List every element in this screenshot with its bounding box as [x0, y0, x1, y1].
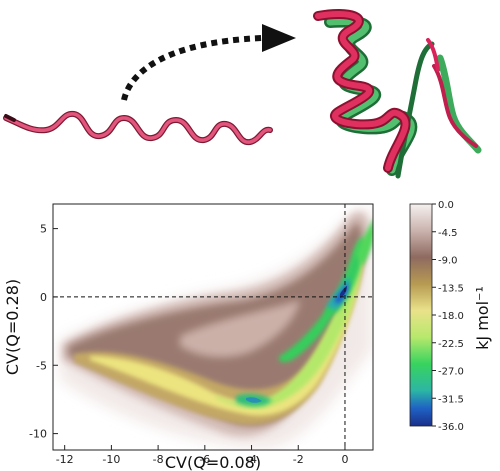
- colorbar-tick-label: -18.0: [438, 311, 464, 322]
- y-tick-label: 0: [40, 291, 47, 304]
- colorbar-tick-label: -36.0: [438, 422, 464, 433]
- x-tick-label: -12: [56, 453, 74, 466]
- colorbar-label: kJ mol⁻¹: [473, 286, 492, 350]
- x-tick-label: -4: [246, 453, 257, 466]
- y-tick-label: 5: [40, 223, 47, 236]
- colorbar-tick-label: -9.0: [438, 256, 458, 267]
- unfolded-coil-icon: [3, 110, 273, 146]
- dotted-curved-arrow-icon: [121, 24, 296, 101]
- colorbar-ticks: 0.0 -4.5 -9.0 -13.5 -18.0 -22.5 -27.0 -31.5 -36.…: [432, 200, 464, 433]
- x-tick-label: -8: [153, 453, 164, 466]
- y-axis-label: CV(Q=0.28): [3, 279, 22, 375]
- y-tick-label: -5: [36, 359, 47, 372]
- colorbar-tick-label: -4.5: [438, 228, 458, 239]
- x-tick-label: -2: [293, 453, 304, 466]
- x-axis-ticks: -12 -10 -8 -6 -4 -2 0: [56, 445, 348, 466]
- colorbar-tick-label: -13.5: [438, 283, 464, 294]
- plot-frame: [52, 203, 374, 451]
- x-axis-label: CV(Q=0.08): [165, 453, 261, 471]
- colorbar-tick-label: 0.0: [438, 200, 454, 211]
- y-axis-ticks: 5 0 -5 -10: [29, 223, 58, 441]
- colorbar-tick-label: -22.5: [438, 339, 464, 350]
- y-tick-label: -10: [29, 428, 47, 441]
- x-tick-label: -6: [199, 453, 210, 466]
- colorbar-tick-label: -31.5: [438, 394, 464, 405]
- colorbar-tick-label: -27.0: [438, 367, 464, 378]
- colorbar: [409, 203, 433, 427]
- folded-helix-structure-icon: [313, 9, 482, 179]
- x-tick-label: 0: [341, 453, 348, 466]
- x-tick-label: -10: [102, 453, 120, 466]
